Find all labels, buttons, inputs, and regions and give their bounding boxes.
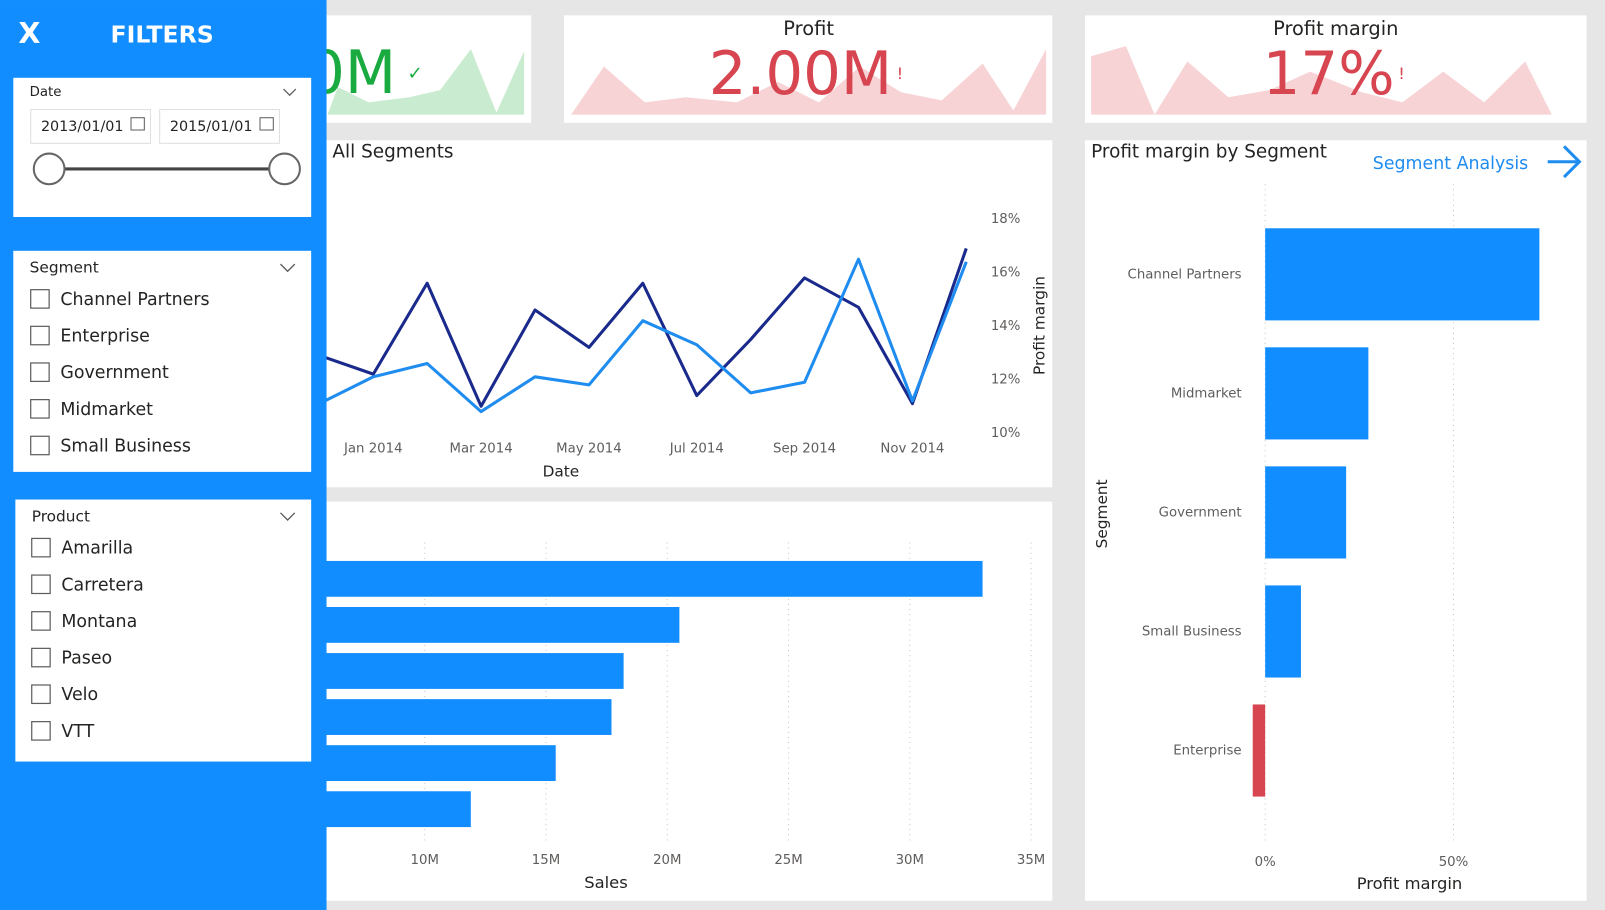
y-tick-label: Enterprise xyxy=(1173,744,1241,759)
filter-label: Segment xyxy=(30,259,99,277)
y2-tick-label: 12% xyxy=(991,373,1021,388)
x-tick-label: 20M xyxy=(653,853,681,868)
date-end: 2015/01/01 xyxy=(170,119,253,135)
option-label: Enterprise xyxy=(60,327,149,347)
y-tick-label: Channel Partners xyxy=(1128,267,1242,282)
y2-tick-label: 16% xyxy=(991,266,1021,281)
x-axis-title: Date xyxy=(543,462,580,480)
calendar-icon xyxy=(130,117,145,131)
kpi-indicator: ✓ xyxy=(407,64,422,85)
option-label: Paseo xyxy=(61,649,112,669)
checkbox[interactable] xyxy=(30,325,50,346)
x-tick-label: Nov 2014 xyxy=(880,441,944,456)
pane-title: FILTERS xyxy=(111,20,214,48)
x-tick-label: 10M xyxy=(411,853,439,868)
checkbox[interactable] xyxy=(31,611,51,631)
x-tick-label: 50% xyxy=(1439,855,1469,870)
line-series xyxy=(318,247,968,408)
bar xyxy=(1265,585,1301,678)
segment-options: Channel Partners Enterprise Government Midm… xyxy=(30,289,210,457)
x-axis-title: Profit margin xyxy=(1357,874,1463,893)
option-label: Small Business xyxy=(60,437,191,457)
x-tick-label: 25M xyxy=(774,853,802,868)
date-input[interactable] xyxy=(159,109,280,144)
checkbox[interactable] xyxy=(31,537,51,558)
checkbox[interactable] xyxy=(31,647,51,668)
x-tick-label: 30M xyxy=(896,853,924,868)
filter-pane: X FILTERS Date 2013/01/01 2015/01/01 Seg… xyxy=(0,0,327,910)
kpi-value: 2.00M xyxy=(709,39,892,108)
calendar-icon xyxy=(259,117,274,131)
filter-label: Date xyxy=(30,85,62,100)
checkbox[interactable] xyxy=(30,435,50,456)
y2-tick-label: 18% xyxy=(991,212,1021,227)
chevron[interactable] xyxy=(279,512,296,521)
x-tick-label: Sep 2014 xyxy=(773,441,836,456)
close-button[interactable]: X xyxy=(18,16,40,50)
y-axis-title: Segment xyxy=(1093,479,1111,548)
y2-tick-label: 14% xyxy=(991,319,1021,334)
line-chart-card xyxy=(307,140,1053,488)
slider-handle[interactable] xyxy=(32,152,66,186)
checkbox[interactable] xyxy=(31,721,51,741)
kpi-value: 17% xyxy=(1263,39,1395,108)
y2-axis-title: Profit margin xyxy=(1030,276,1048,375)
segment-card xyxy=(13,250,312,472)
bar xyxy=(1265,466,1347,559)
checkbox[interactable] xyxy=(30,289,50,309)
option-label: VTT xyxy=(61,722,94,742)
bar xyxy=(1265,228,1540,321)
y-tick-label: Government xyxy=(1159,505,1242,520)
line-series xyxy=(318,257,968,414)
date-start: 2013/01/01 xyxy=(41,119,124,135)
segment-analysis-link[interactable]: Segment Analysis xyxy=(1373,154,1528,174)
chart-title: Profit margin by Segment xyxy=(1091,142,1327,163)
date-card xyxy=(13,77,312,218)
x-tick-label: 0% xyxy=(1255,855,1276,870)
kpi-indicator: ! xyxy=(1398,64,1405,83)
x-axis-title: Sales xyxy=(584,873,628,892)
option-label: Carretera xyxy=(61,575,143,595)
x-tick-label: 15M xyxy=(532,853,560,868)
x-tick-label: 35M xyxy=(1017,853,1045,868)
chevron[interactable] xyxy=(283,88,297,97)
link-arrow[interactable] xyxy=(1547,145,1582,179)
checkbox[interactable] xyxy=(30,362,50,383)
product-options: Amarilla Carretera Montana Paseo Velo VTT xyxy=(31,537,144,742)
checkbox[interactable] xyxy=(31,574,51,595)
option-label: Channel Partners xyxy=(60,290,209,310)
y-tick-label: Small Business xyxy=(1142,624,1242,639)
product-card xyxy=(15,499,312,762)
sparkline xyxy=(1091,46,1552,115)
y2-tick-label: 10% xyxy=(991,426,1021,441)
chart-title: : All Segments xyxy=(320,142,453,163)
y-tick-label: Midmarket xyxy=(1171,386,1242,401)
bar xyxy=(1265,347,1369,440)
sparkline xyxy=(327,49,525,115)
bar xyxy=(1252,704,1266,797)
option-label: Midmarket xyxy=(60,400,153,420)
sparkline xyxy=(571,49,1047,115)
chevron[interactable] xyxy=(279,263,296,273)
option-label: Velo xyxy=(61,685,98,705)
option-label: Government xyxy=(60,363,169,383)
x-tick-label: Jul 2014 xyxy=(669,441,724,456)
option-label: Montana xyxy=(61,612,137,632)
checkbox[interactable] xyxy=(31,684,51,705)
x-tick-label: Mar 2014 xyxy=(450,441,513,456)
kpi-indicator: ! xyxy=(897,64,904,83)
slider-handle[interactable] xyxy=(268,152,301,186)
checkbox[interactable] xyxy=(30,399,50,419)
kpi-title: Profit xyxy=(783,17,834,40)
x-tick-label: Jan 2014 xyxy=(343,441,403,456)
option-label: Amarilla xyxy=(61,539,133,559)
filter-label: Product xyxy=(32,507,90,525)
x-tick-label: May 2014 xyxy=(556,441,622,456)
kpi-title: Profit margin xyxy=(1273,17,1398,40)
